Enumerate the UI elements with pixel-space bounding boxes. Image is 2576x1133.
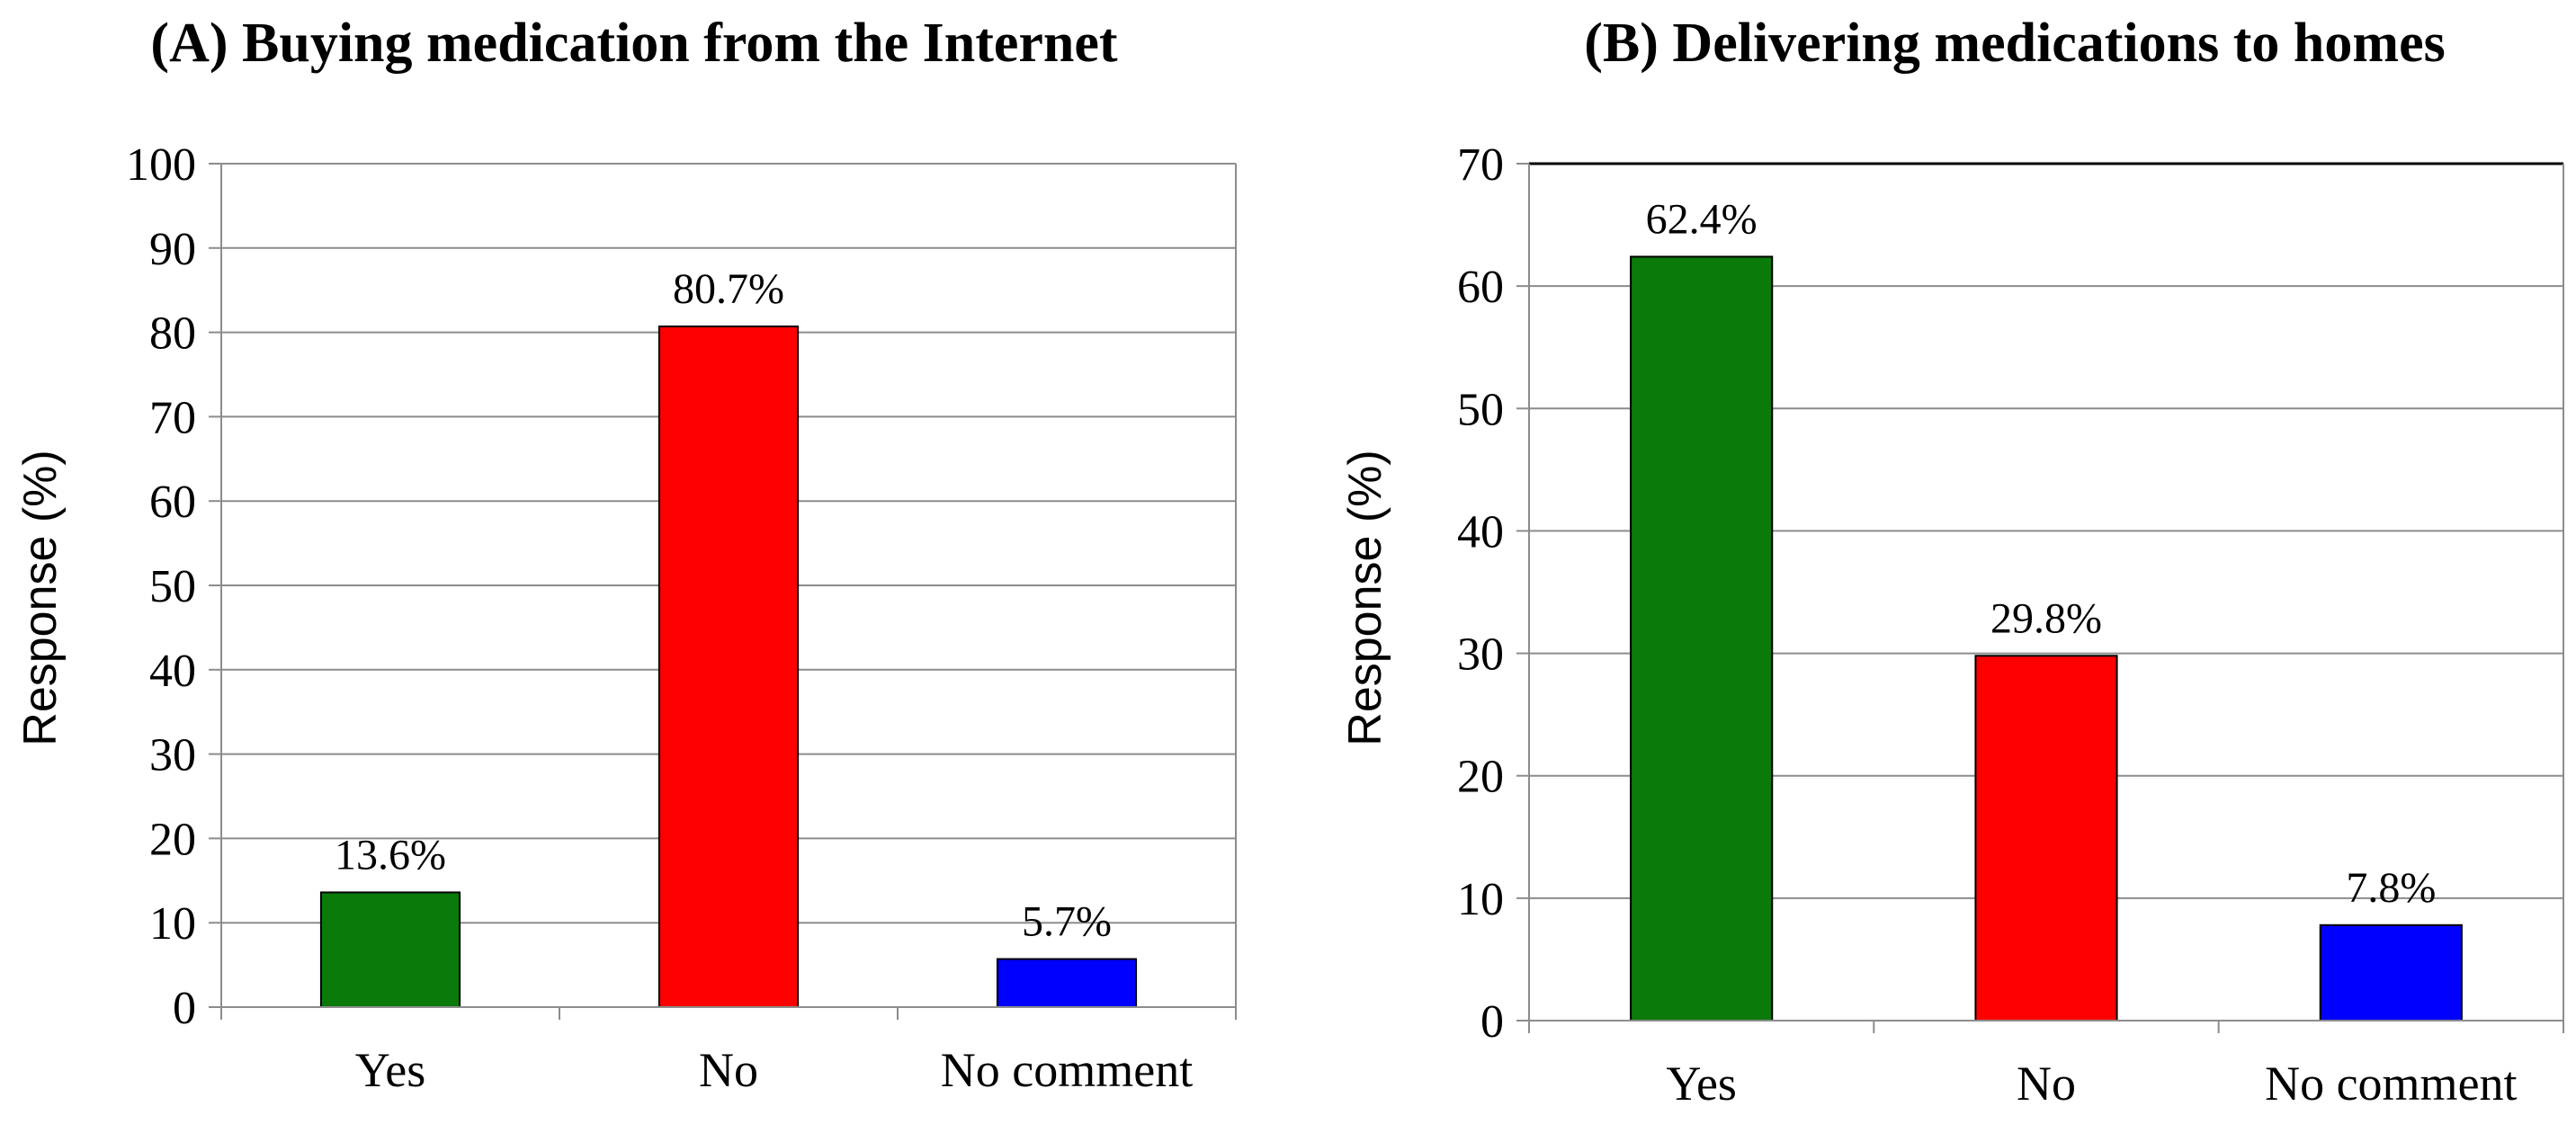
bar-no [657, 326, 800, 1008]
y-tick-label: 0 [1480, 996, 1504, 1048]
chart-b-data-labels: 62.4% 29.8% 7.8% [1646, 195, 2437, 911]
data-label: 7.8% [2346, 864, 2436, 912]
chart-a-data-labels: 13.6% 80.7% 5.7% [335, 265, 1112, 946]
y-tick-label: 30 [1457, 629, 1504, 681]
y-tick-label: 10 [149, 898, 196, 950]
bar-no-comment [996, 958, 1138, 1009]
chart-b-ylabel: Response (%) [1339, 450, 1391, 745]
category-label: No [2017, 1057, 2076, 1111]
category-label: Yes [355, 1043, 426, 1097]
category-label: No comment [2265, 1057, 2517, 1111]
y-tick-label: 70 [1457, 139, 1504, 191]
chart-a-categories: Yes No No comment [355, 1043, 1194, 1097]
y-tick-label: 60 [1457, 262, 1504, 313]
chart-b-categories: Yes No No comment [1666, 1057, 2517, 1111]
y-tick-label: 40 [149, 646, 196, 697]
y-tick-label: 30 [149, 730, 196, 781]
chart-b-axes [1528, 164, 2564, 1033]
y-tick-label: 50 [1457, 384, 1504, 435]
chart-b-bars [1630, 255, 2463, 1022]
data-label: 80.7% [673, 265, 784, 313]
y-tick-label: 10 [1457, 874, 1504, 925]
y-tick-label: 20 [149, 814, 196, 865]
bar-yes [1630, 255, 1774, 1021]
bar-no [1974, 655, 2118, 1022]
data-label: 62.4% [1646, 195, 1758, 243]
y-tick-label: 20 [1457, 752, 1504, 803]
data-label: 5.7% [1022, 898, 1112, 946]
chart-a-bars [319, 326, 1138, 1009]
category-label: No [699, 1043, 758, 1097]
chart-b-y-ticks: 0 10 20 30 40 50 60 70 [1457, 139, 1529, 1048]
y-tick-label: 50 [149, 561, 196, 612]
y-tick-label: 80 [149, 308, 196, 360]
y-tick-label: 70 [149, 392, 196, 443]
category-label: No comment [941, 1043, 1193, 1097]
chart-a-ylabel: Response (%) [14, 450, 67, 745]
y-tick-label: 40 [1457, 506, 1504, 558]
bar-yes [319, 891, 461, 1009]
chart-b-title: (B) Delivering medications to homes [1584, 13, 2445, 74]
data-label: 29.8% [1990, 594, 2102, 642]
y-tick-label: 100 [126, 139, 196, 191]
chart-a-title: (A) Buying medication from the Internet [150, 13, 1117, 74]
category-label: Yes [1666, 1057, 1737, 1111]
bar-no-comment [2319, 923, 2463, 1022]
y-tick-label: 90 [149, 224, 196, 275]
chart-a-y-ticks: 0 10 20 30 40 50 60 70 80 90 100 [126, 139, 221, 1034]
chart-a: (A) Buying medication from the Internet … [14, 13, 1237, 1097]
y-tick-label: 60 [149, 477, 196, 528]
data-label: 13.6% [335, 831, 446, 879]
chart-b: (B) Delivering medications to homes Resp… [1339, 13, 2564, 1111]
y-tick-label: 0 [173, 983, 196, 1034]
chart-a-axes [220, 164, 1237, 1020]
